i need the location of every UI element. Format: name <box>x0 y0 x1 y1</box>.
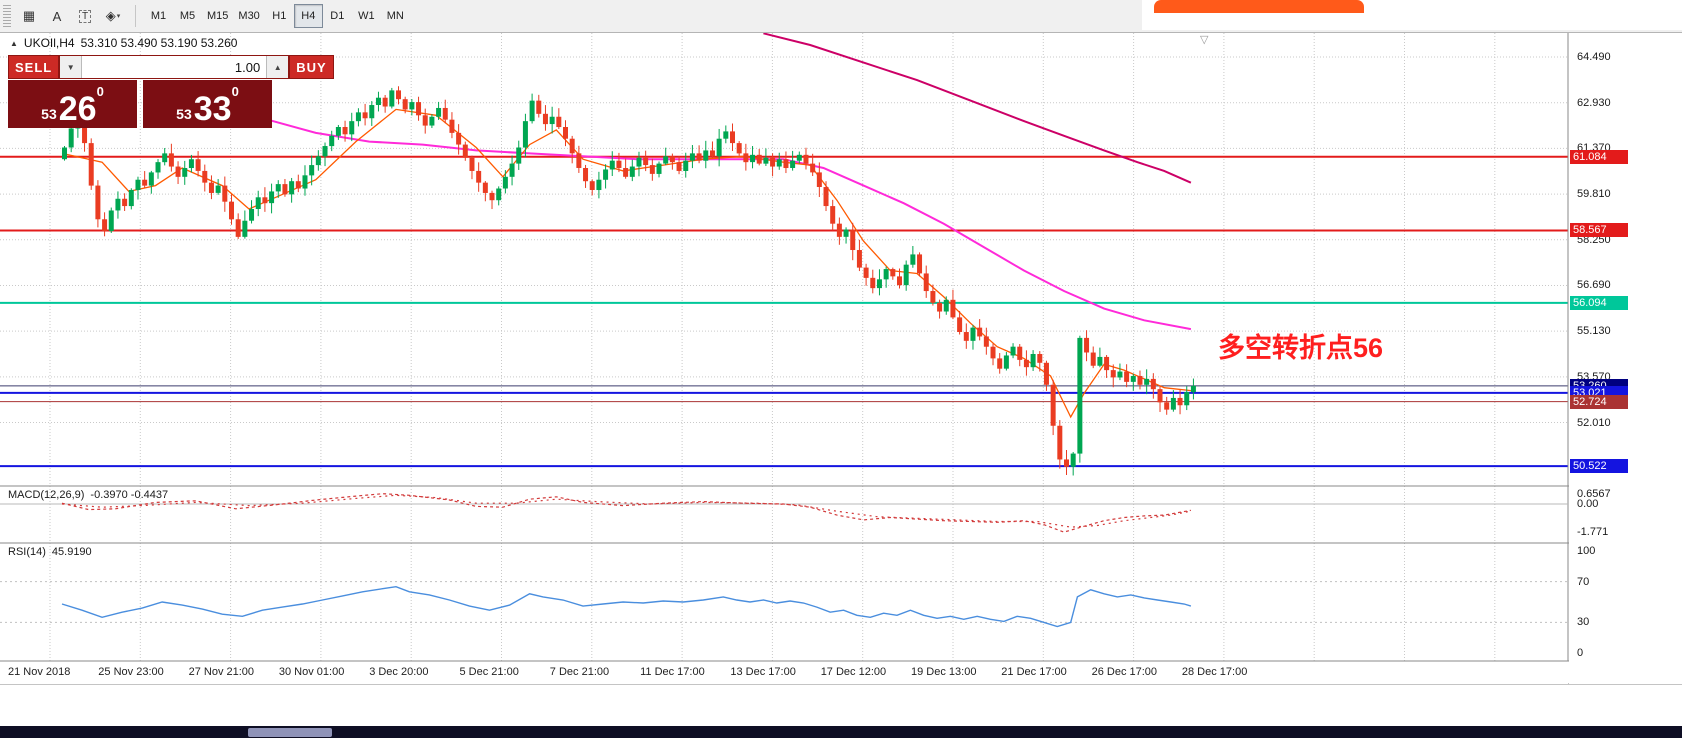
price-axis-tick: 52.010 <box>1577 416 1611 429</box>
time-axis-label: 25 Nov 23:00 <box>98 666 164 678</box>
price-axis-tick: 55.130 <box>1577 325 1611 338</box>
time-axis-label: 11 Dec 17:00 <box>640 666 705 678</box>
macd-label: MACD(12,26,9) -0.3970 -0.4437 <box>8 489 168 501</box>
toolbar-separator <box>135 5 136 27</box>
time-axis-label: 7 Dec 21:00 <box>549 666 610 678</box>
macd-name: MACD(12,26,9) <box>8 489 85 501</box>
sell-price-point: 0 <box>96 84 104 99</box>
price-level-badge: 52.724 <box>1570 394 1628 409</box>
overlapping-window-tab[interactable] <box>1154 0 1364 13</box>
volume-increment-button[interactable]: ▲ <box>266 56 289 78</box>
volume-control: ▼ ▲ <box>59 55 290 79</box>
one-click-trading-panel: SELL ▼ ▲ BUY 53 26 0 53 33 0 <box>8 55 334 128</box>
time-axis-label: 28 Dec 17:00 <box>1181 666 1248 678</box>
drawing-tools-group: ▦ A T ◈ ▾ <box>15 4 127 28</box>
rsi-pane <box>0 581 1568 628</box>
macd-axis-tick: 0.6567 <box>1577 487 1611 500</box>
time-axis-label: 19 Dec 13:00 <box>911 666 977 678</box>
time-axis-label: 21 Dec 17:00 <box>1001 666 1067 678</box>
timeframe-mn-button[interactable]: MN <box>381 4 410 28</box>
price-level-badge: 50.522 <box>1570 459 1628 474</box>
symbol-label: UKOIl,H4 <box>23 36 75 50</box>
ma-mid-line <box>262 117 1192 331</box>
text-box-icon[interactable]: T <box>72 4 98 28</box>
price-level-badge: 61.084 <box>1570 149 1628 164</box>
rsi-label: RSI(14) 45.9190 <box>8 546 92 558</box>
macd-signal-line <box>61 494 1192 528</box>
time-axis-label: 27 Nov 21:00 <box>188 666 255 678</box>
sell-price-panel[interactable]: 53 26 0 <box>8 80 137 128</box>
text-label-icon[interactable]: A <box>44 4 70 28</box>
timeframe-m1-button[interactable]: M1 <box>144 4 173 28</box>
buy-price-panel[interactable]: 53 33 0 <box>143 80 272 128</box>
timeframe-m30-button[interactable]: M30 <box>233 4 264 28</box>
timeframe-h4-button[interactable]: H4 <box>293 4 323 28</box>
taskbar-item[interactable] <box>248 728 332 737</box>
ohlc-values: 53.310 53.490 53.190 53.260 <box>80 36 238 50</box>
symbol-info-line: ▲ UKOIl,H4 53.310 53.490 53.190 53.260 <box>10 36 237 50</box>
sell-button[interactable]: SELL <box>8 55 60 79</box>
price-axis-tick: 59.810 <box>1577 188 1611 201</box>
rsi-name: RSI(14) <box>8 546 46 558</box>
rsi-axis-tick: 0 <box>1577 647 1584 659</box>
timeframe-w1-button[interactable]: W1 <box>352 4 381 28</box>
rsi-axis-tick: 70 <box>1577 575 1590 588</box>
price-levels <box>0 155 1568 468</box>
buy-price-pips: 33 <box>193 89 232 128</box>
time-axis-label: 13 Dec 17:00 <box>730 666 796 678</box>
timeframe-h1-button[interactable]: H1 <box>265 4 294 28</box>
ma-fast-line <box>61 108 1191 419</box>
candles <box>62 86 1196 476</box>
time-axis-label: 3 Dec 20:00 <box>369 666 429 678</box>
macd-values: -0.3970 -0.4437 <box>90 489 169 501</box>
buy-button[interactable]: BUY <box>289 55 334 79</box>
timeframe-m15-button[interactable]: M15 <box>202 4 233 28</box>
rsi-value: 45.9190 <box>51 546 92 558</box>
macd-main-line <box>61 493 1192 533</box>
sell-price-whole: 53 <box>41 106 57 122</box>
rsi-axis-tick: 30 <box>1577 616 1590 629</box>
price-level-badge: 58.567 <box>1570 223 1628 238</box>
price-axis-tick: 64.490 <box>1577 51 1611 63</box>
buy-price-whole: 53 <box>176 106 192 122</box>
price-axis-tick: 56.690 <box>1577 279 1611 292</box>
ma-slow-line <box>763 32 1192 184</box>
price-axis-tick: 62.930 <box>1577 96 1611 109</box>
overlapping-window <box>1142 0 1682 30</box>
taskbar-strip <box>0 726 1682 738</box>
rsi-line <box>61 585 1192 628</box>
macd-axis-tick: -1.771 <box>1577 526 1609 539</box>
time-axis-label: 21 Nov 2018 <box>8 666 71 678</box>
chart-annotation-text[interactable]: 多空转折点56 <box>1218 333 1384 363</box>
shapes-dropdown-icon[interactable]: ◈ ▾ <box>100 4 126 28</box>
price-axis[interactable]: 64.490 62.930 61.370 59.810 58.250 56.690 55.1… <box>1569 32 1682 684</box>
volume-input[interactable] <box>82 56 267 78</box>
time-axis-label: 5 Dec 21:00 <box>459 666 519 678</box>
time-axis-label: 26 Dec 17:00 <box>1091 666 1158 678</box>
sell-price-pips: 26 <box>58 89 97 128</box>
macd-axis-tick: 0.00 <box>1577 498 1599 510</box>
chart-shift-marker-icon[interactable]: ▽ <box>1200 34 1209 46</box>
buy-price-point: 0 <box>231 84 239 99</box>
time-axis-label: 17 Dec 12:00 <box>820 666 887 678</box>
price-level-badge: 56.094 <box>1570 295 1628 310</box>
rsi-axis-tick: 100 <box>1577 545 1596 557</box>
macd-pane <box>0 493 1568 533</box>
pane-borders <box>0 31 1682 685</box>
stamp-grid-icon[interactable]: ▦ <box>16 4 42 28</box>
toolbar-grip[interactable] <box>3 5 11 27</box>
timeframes-group: M1 M5 M15 M30 H1 H4 D1 W1 MN <box>144 4 410 28</box>
one-click-toggle-icon[interactable]: ▲ <box>10 38 18 48</box>
timeframe-m5-button[interactable]: M5 <box>173 4 202 28</box>
time-axis[interactable]: 21 Nov 2018 25 Nov 23:00 27 Nov 21:00 30 No… <box>0 662 1568 684</box>
volume-dropdown-button[interactable]: ▼ <box>60 56 83 78</box>
time-axis-label: 30 Nov 01:00 <box>278 666 345 678</box>
timeframe-d1-button[interactable]: D1 <box>323 4 352 28</box>
